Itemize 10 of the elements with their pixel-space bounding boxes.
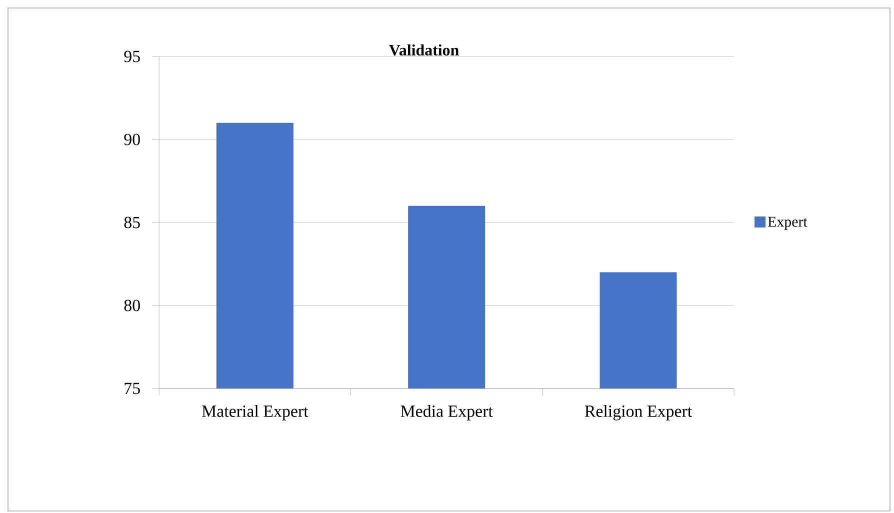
y-tick-label: 75 <box>124 382 140 394</box>
y-tick-label: 80 <box>124 300 140 312</box>
x-tick-label: Religion Expert <box>584 405 692 420</box>
x-tick-label: Material Expert <box>202 405 308 420</box>
x-tick-label: Media Expert <box>400 405 493 420</box>
y-tick-label: 90 <box>124 134 140 146</box>
y-tick-label: 95 <box>124 50 140 62</box>
legend-label: Expert <box>768 216 808 230</box>
y-tick-label: 85 <box>124 216 140 228</box>
chart-title: Validation <box>389 44 459 56</box>
